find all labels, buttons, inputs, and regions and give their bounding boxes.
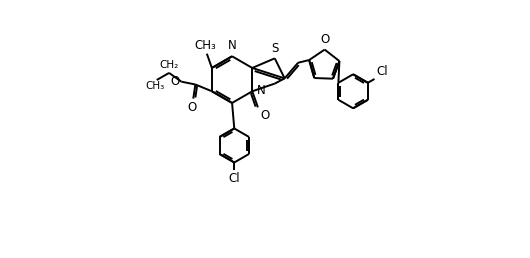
Text: O: O xyxy=(321,33,330,46)
Text: CH₃: CH₃ xyxy=(195,38,216,52)
Text: CH₂: CH₂ xyxy=(160,60,179,70)
Text: S: S xyxy=(272,42,279,55)
Text: Cl: Cl xyxy=(228,172,240,184)
Text: O: O xyxy=(170,75,179,88)
Text: N: N xyxy=(228,39,237,52)
Text: O: O xyxy=(260,109,269,122)
Text: O: O xyxy=(187,101,197,114)
Text: Cl: Cl xyxy=(376,64,387,78)
Text: N: N xyxy=(257,84,265,97)
Text: CH₃: CH₃ xyxy=(146,81,165,91)
